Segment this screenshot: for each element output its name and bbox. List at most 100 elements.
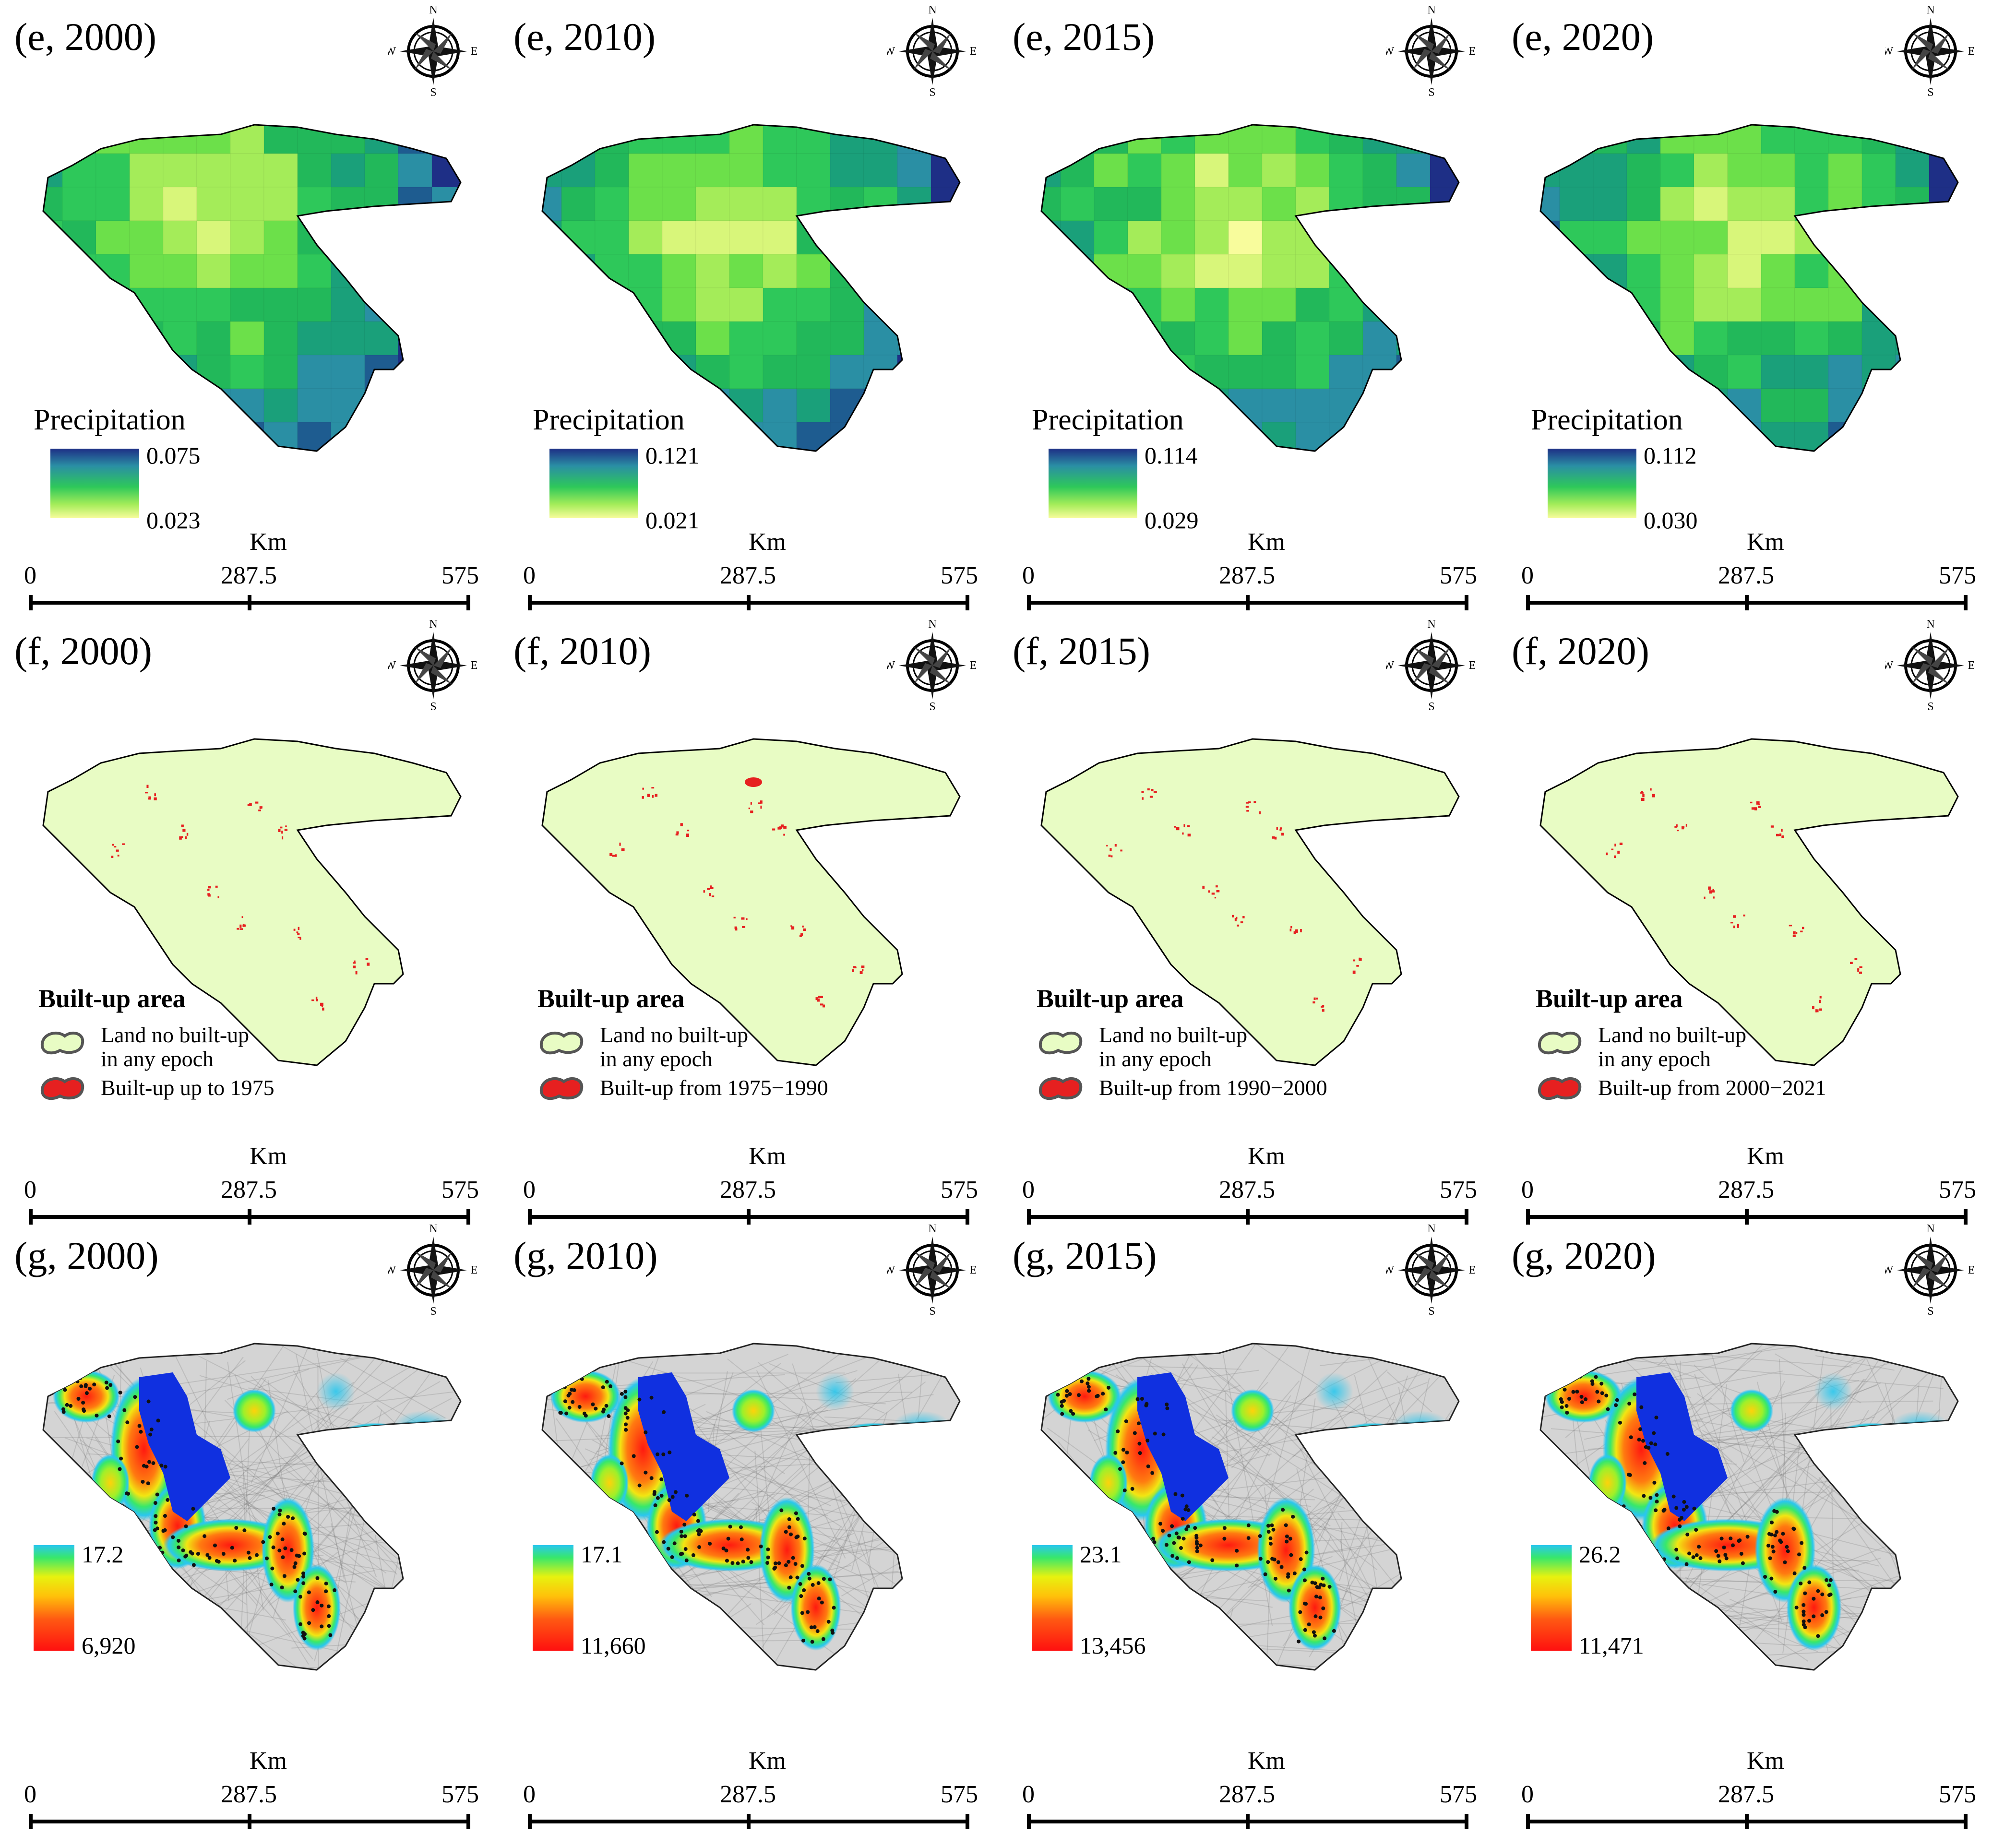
compass-e-label: E (970, 659, 977, 672)
panel-label: (e, 2020) (1512, 15, 1654, 59)
scale-tick-label: 287.5 (221, 562, 277, 589)
legend-top-value: 23.1 (1080, 1541, 1122, 1568)
map-panel-g-2: (g, 2015) N S E W 23.1 13,456 Km 0 287.5 575 (1008, 1219, 1505, 1829)
built-up-swatch (1037, 1075, 1085, 1101)
scale-bar-tick (248, 1209, 251, 1225)
compass-s-label: S (430, 86, 436, 97)
scale-bar: Km 0 287.5 575 (1521, 1142, 1976, 1225)
compass-w-label: W (887, 45, 895, 58)
scale-tick-label: 0 (24, 562, 36, 589)
legend-bottom-value: 11,660 (581, 1632, 646, 1659)
scale-unit-label: Km (749, 1747, 786, 1774)
legend-top-value: 26.2 (1579, 1541, 1621, 1568)
panel-label: (e, 2010) (513, 15, 656, 59)
scale-tick-label: 575 (441, 1176, 479, 1203)
scale-bar-tick (1745, 1209, 1749, 1225)
north-arrow-compass-icon: N S E W (1384, 618, 1477, 713)
map-panel-g-0: (g, 2000) N S E W 17.2 6,920 Km 0 287.5 575 (10, 1219, 507, 1829)
legend-color-ramp (533, 1545, 573, 1651)
panel-label: (f, 2015) (1013, 629, 1150, 673)
built-up-swatch (537, 1075, 585, 1101)
map-panel-f-0: (f, 2000) N S E W Built-up area Land no built-… (10, 614, 507, 1225)
no-built-up-label: Land no built-up (1099, 1023, 1248, 1047)
no-built-up-label-line-2: in any epoch (1598, 1047, 1711, 1071)
scale-bar-tick (1526, 1814, 1530, 1829)
scale-bar-tick (1465, 1814, 1468, 1829)
legend-bottom-value: 11,471 (1579, 1632, 1644, 1659)
legend-max-value: 0.121 (645, 442, 700, 469)
compass-w-label: W (388, 1264, 396, 1276)
scale-bar-tick (528, 595, 532, 610)
compass-e-label: E (970, 45, 977, 58)
panel-label: (g, 2010) (513, 1234, 658, 1277)
scale-bar-tick (466, 595, 470, 610)
compass-n-label: N (928, 1225, 936, 1235)
compass-s-label: S (1927, 86, 1933, 97)
scale-bar-tick (747, 1814, 751, 1829)
scale-bar-tick (29, 595, 33, 610)
scale-tick-label: 0 (523, 562, 536, 589)
basin-map (1027, 1339, 1497, 1713)
scale-tick-label: 287.5 (720, 1176, 776, 1203)
basin-map (29, 120, 499, 494)
compass-e-label: E (1469, 659, 1476, 672)
scale-tick-label: 0 (1521, 562, 1534, 589)
legend-title: Precipitation (533, 404, 685, 436)
scale-bar-tick (1745, 595, 1749, 610)
compass-w-label: W (1386, 1264, 1395, 1276)
compass-n-label: N (1427, 620, 1435, 631)
basin-map (1526, 120, 1996, 494)
compass-s-label: S (1428, 701, 1434, 711)
scale-bar-tick (248, 595, 251, 610)
built-up-label: Built-up up to 1975 (101, 1075, 274, 1100)
compass-e-label: E (471, 659, 478, 672)
scale-unit-label: Km (250, 528, 287, 556)
built-up-label: Built-up from 1975−1990 (600, 1075, 828, 1100)
scale-bar: Km 0 287.5 575 (1022, 528, 1477, 610)
scale-tick-label: 287.5 (720, 1781, 776, 1808)
basin-map (1027, 734, 1497, 1108)
scale-bar: Km 0 287.5 575 (1521, 528, 1976, 610)
scale-bar: Km 0 287.5 575 (523, 528, 978, 610)
map-panel-g-1: (g, 2010) N S E W 17.1 11,660 Km 0 287.5 575 (509, 1219, 1006, 1829)
compass-n-label: N (1926, 6, 1934, 16)
compass-w-label: W (887, 659, 895, 672)
scale-tick-label: 287.5 (1718, 562, 1774, 589)
scale-bar: Km 0 287.5 575 (24, 1142, 479, 1225)
scale-tick-label: 575 (941, 1176, 978, 1203)
compass-n-label: N (429, 6, 437, 16)
scale-tick-label: 0 (24, 1176, 36, 1203)
scale-unit-label: Km (1248, 1143, 1285, 1170)
scale-bar-tick (1246, 1209, 1250, 1225)
basin-map (528, 1339, 998, 1713)
compass-s-label: S (1428, 86, 1434, 97)
scale-unit-label: Km (749, 528, 786, 556)
scale-bar-tick (1246, 595, 1250, 610)
panel-label: (g, 2015) (1013, 1234, 1157, 1277)
scale-tick-label: 287.5 (1718, 1176, 1774, 1203)
scale-tick-label: 0 (1521, 1176, 1534, 1203)
scale-unit-label: Km (250, 1747, 287, 1774)
compass-n-label: N (928, 6, 936, 16)
scale-tick-label: 575 (1939, 1781, 1976, 1808)
legend-bottom-value: 6,920 (82, 1632, 136, 1659)
compass-n-label: N (1427, 6, 1435, 16)
map-panel-e-2: (e, 2015) N S E W Precipitation 0.114 0.029 Km 0 2… (1008, 0, 1505, 610)
compass-e-label: E (471, 45, 478, 58)
legend-min-value: 0.023 (146, 507, 201, 534)
panel-label: (g, 2020) (1512, 1234, 1656, 1277)
compass-e-label: E (1469, 45, 1476, 58)
scale-bar-tick (1745, 1814, 1749, 1829)
scale-tick-label: 575 (1939, 562, 1976, 589)
compass-s-label: S (1927, 701, 1933, 711)
legend-max-value: 0.075 (146, 442, 201, 469)
no-built-up-swatch (537, 1029, 585, 1056)
compass-e-label: E (1968, 1264, 1975, 1276)
built-up-swatch (38, 1075, 86, 1101)
no-built-up-label-line-2: in any epoch (1099, 1047, 1212, 1071)
scale-tick-label: 575 (1440, 1176, 1477, 1203)
scale-tick-label: 0 (523, 1176, 536, 1203)
scale-tick-label: 287.5 (1718, 1781, 1774, 1808)
compass-e-label: E (1469, 1264, 1476, 1276)
